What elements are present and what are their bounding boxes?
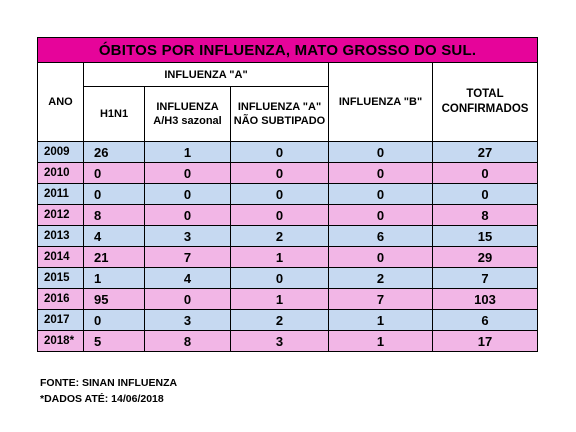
cell-b: 6 (328, 225, 433, 247)
cell-total: 103 (431, 288, 539, 310)
table-row: 2018* 5 8 3 1 17 (37, 330, 539, 352)
cell-nst: 1 (230, 288, 329, 310)
cell-h3: 0 (144, 183, 231, 205)
table-title: ÓBITOS POR INFLUENZA, MATO GROSSO DO SUL… (36, 37, 539, 63)
cell-nst: 0 (230, 183, 329, 205)
cell-h1n1: 1 (83, 267, 145, 289)
cell-h1n1: 0 (83, 183, 145, 205)
cell-year: 2012 (37, 204, 84, 226)
cell-year: 2018* (37, 330, 84, 352)
header-nst-line1: INFLUENZA "A" (237, 101, 322, 113)
cell-b: 1 (328, 330, 433, 352)
cell-total: 15 (431, 225, 539, 247)
cell-year: 2017 (37, 309, 84, 331)
cell-year: 2009 (37, 141, 84, 163)
cell-b: 0 (328, 162, 433, 184)
cell-year: 2011 (37, 183, 84, 205)
table-row: 2015 1 4 0 2 7 (37, 267, 539, 289)
table-row: 2011 0 0 0 0 0 (37, 183, 539, 205)
cell-total: 29 (431, 246, 539, 268)
cell-nst: 0 (230, 267, 329, 289)
cell-total: 7 (431, 267, 539, 289)
cell-h3: 1 (144, 141, 231, 163)
table-row: 2010 0 0 0 0 0 (37, 162, 539, 184)
footer-source: FONTE: SINAN INFLUENZA (40, 377, 178, 389)
cell-b: 0 (328, 246, 433, 268)
cell-h1n1: 4 (83, 225, 145, 247)
header-h1n1: H1N1 (83, 86, 145, 142)
header-total-line2: CONFIRMADOS (441, 103, 529, 115)
header-h3-sazonal: INFLUENZA A/H3 sazonal (144, 86, 231, 142)
cell-h3: 0 (144, 288, 231, 310)
cell-year: 2016 (37, 288, 84, 310)
cell-nst: 2 (230, 309, 329, 331)
header-ano: ANO (37, 62, 84, 142)
cell-h1n1: 21 (83, 246, 145, 268)
cell-h1n1: 0 (83, 309, 145, 331)
cell-h3: 3 (144, 225, 231, 247)
cell-b: 1 (328, 309, 433, 331)
cell-total: 8 (431, 204, 539, 226)
cell-b: 7 (328, 288, 433, 310)
table-row: 2014 21 7 1 0 29 (37, 246, 539, 268)
cell-nst: 2 (230, 225, 329, 247)
header-h3-line1: INFLUENZA (156, 101, 219, 113)
table-row: 2009 26 1 0 0 27 (37, 141, 539, 163)
cell-year: 2013 (37, 225, 84, 247)
cell-year: 2010 (37, 162, 84, 184)
cell-nst: 0 (230, 204, 329, 226)
cell-h1n1: 95 (83, 288, 145, 310)
header-total-confirmados: TOTAL CONFIRMADOS (431, 62, 539, 142)
cell-nst: 3 (230, 330, 329, 352)
footer-note: *DADOS ATÉ: 14/06/2018 (40, 393, 164, 405)
cell-b: 2 (328, 267, 433, 289)
cell-total: 0 (431, 183, 539, 205)
cell-b: 0 (328, 183, 433, 205)
cell-h1n1: 8 (83, 204, 145, 226)
cell-b: 0 (328, 141, 433, 163)
cell-nst: 0 (230, 162, 329, 184)
header-influenza-a: INFLUENZA "A" (83, 62, 329, 87)
cell-total: 6 (431, 309, 539, 331)
cell-h1n1: 5 (83, 330, 145, 352)
cell-total: 17 (431, 330, 539, 352)
cell-h1n1: 26 (83, 141, 145, 163)
header-h3-line2: A/H3 sazonal (153, 115, 222, 127)
cell-year: 2015 (37, 267, 84, 289)
cell-h3: 8 (144, 330, 231, 352)
cell-h3: 3 (144, 309, 231, 331)
table-row: 2012 8 0 0 0 8 (37, 204, 539, 226)
header-nao-subtipado: INFLUENZA "A" NÃO SUBTIPADO (230, 86, 329, 142)
header-nst-line2: NÃO SUBTIPADO (233, 115, 326, 127)
table-row: 2013 4 3 2 6 15 (37, 225, 539, 247)
table-row: 2017 0 3 2 1 6 (37, 309, 539, 331)
cell-total: 0 (431, 162, 539, 184)
cell-h3: 7 (144, 246, 231, 268)
cell-h3: 0 (144, 162, 231, 184)
cell-h3: 4 (144, 267, 231, 289)
table-row: 2016 95 0 1 7 103 (37, 288, 539, 310)
cell-total: 27 (431, 141, 539, 163)
header-influenza-b: INFLUENZA "B" (328, 62, 433, 142)
cell-h1n1: 0 (83, 162, 145, 184)
cell-nst: 0 (230, 141, 329, 163)
cell-b: 0 (328, 204, 433, 226)
cell-year: 2014 (37, 246, 84, 268)
influenza-deaths-table: ÓBITOS POR INFLUENZA, MATO GROSSO DO SUL… (36, 37, 539, 352)
header-total-line1: TOTAL (466, 88, 504, 100)
cell-h3: 0 (144, 204, 231, 226)
cell-nst: 1 (230, 246, 329, 268)
